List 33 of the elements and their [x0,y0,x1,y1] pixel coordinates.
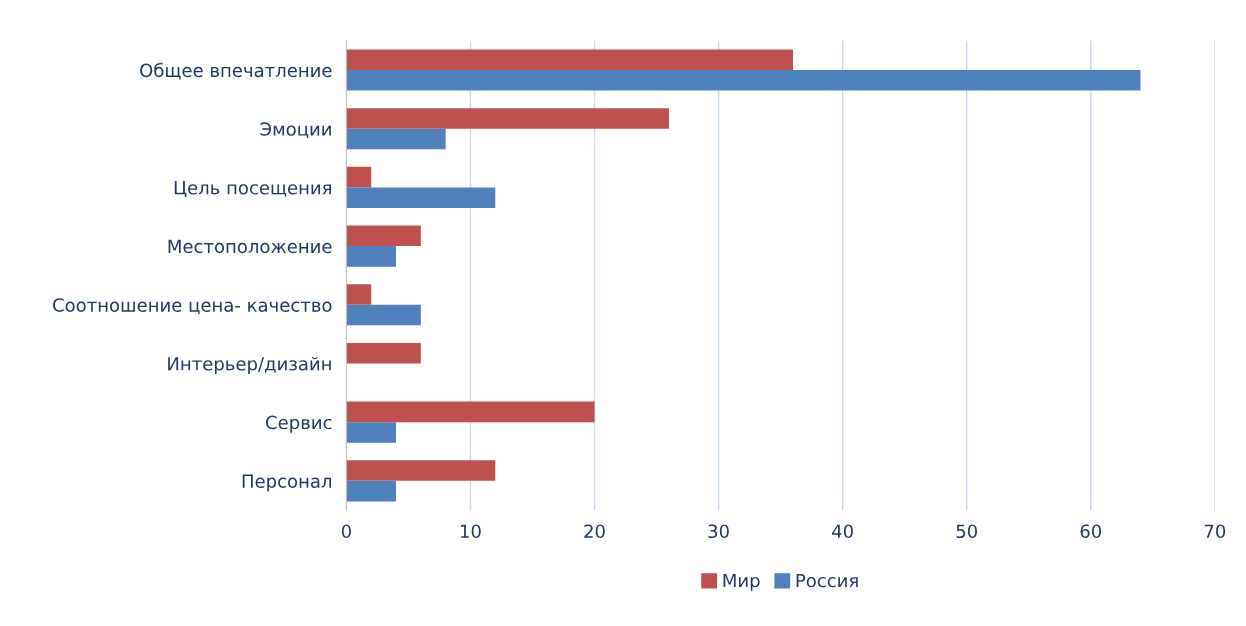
bar [346,187,496,208]
y-tick-label: Персонал [242,474,331,492]
legend-label: Мир [723,573,760,591]
x-tick-label: 30 [708,524,729,539]
bar [346,246,397,267]
x-tick-label: 10 [460,524,481,539]
bar [346,108,669,129]
x-tick-label: 0 [341,524,351,539]
bar [346,284,372,305]
bar [346,70,1141,91]
bar [346,304,421,326]
x-tick-label: 70 [1204,524,1226,539]
y-tick-label: Интерьер/дизайн [168,356,331,375]
bar [346,225,421,247]
bar [346,342,421,364]
bar [346,401,595,423]
y-tick-label: Цель посещения [174,181,331,198]
y-tick-label: Сервис [266,415,332,433]
bar [346,480,397,502]
bar [346,49,794,71]
x-tick-label: 50 [956,524,978,539]
bar [346,166,372,188]
y-tick-label: Местоположение [168,239,332,254]
bar [346,460,496,481]
x-tick-label: 40 [832,524,853,539]
y-tick-label: Соотношение цена- качество [53,298,332,315]
bar [346,422,397,443]
x-tick-label: 20 [584,524,605,539]
y-tick-label: Общее впечатление [140,62,332,80]
legend-label: Россия [796,573,858,588]
bar [346,128,446,150]
y-tick-label: Эмоции [260,122,331,139]
x-tick-label: 60 [1080,524,1102,539]
